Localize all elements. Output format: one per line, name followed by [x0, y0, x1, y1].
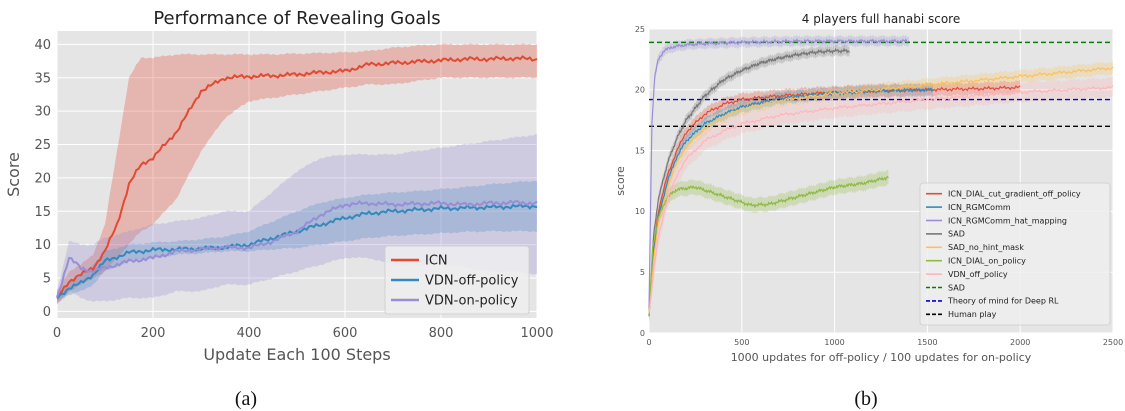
- panel-a-chart: 0 200 400 600 800 1000 0 5 10 15 20 25 30 35 40 Perfor…: [4, 8, 554, 364]
- x-tick-label: 1000: [520, 326, 553, 341]
- y-tick-label: 20: [34, 171, 51, 186]
- line-sad-no-hint-mask: [648, 66, 1114, 315]
- legend-label-icn: ICN: [425, 254, 448, 269]
- x-tick-label: 0: [646, 338, 651, 347]
- panel-b-reference-lines: [649, 41, 1113, 127]
- x-tick-label: 500: [734, 338, 749, 347]
- y-tick-label: 25: [34, 138, 51, 153]
- y-tick-label: 5: [43, 272, 51, 287]
- legend-label-sad: SAD: [948, 230, 965, 239]
- x-tick-label: 600: [333, 326, 358, 341]
- panel-a-series-lines: [56, 55, 538, 300]
- x-tick-label: 800: [429, 326, 454, 341]
- y-tick-label: 40: [34, 38, 51, 53]
- panel-a-legend: ICN VDN-off-policy VDN-on-policy: [384, 245, 530, 315]
- line-vdn-off-policy: [648, 85, 1114, 314]
- panel-b-title: 4 players full hanabi score: [802, 12, 960, 26]
- band-vdn-off-policy: [57, 180, 537, 302]
- panel-b-y-axis-label: score: [614, 166, 627, 196]
- legend-frame: [384, 245, 530, 315]
- y-tick-label: 20: [635, 86, 645, 95]
- panel-a-grid: [56, 31, 538, 318]
- legend-label-vdn-off-policy: VDN_off_policy: [948, 270, 1008, 279]
- y-tick-label: 25: [635, 25, 645, 34]
- legend-label-icn-dial-cut-gradient-off-policy: ICN_DIAL_cut_gradient_off_policy: [948, 190, 1081, 199]
- line-icn-rgmcomm-hat-mapping: [648, 38, 910, 309]
- legend-label-icn-dial-on-policy: ICN_DIAL_on_policy: [948, 257, 1026, 266]
- caption-a: (a): [235, 388, 257, 410]
- legend-label-theory-of-mind-for-deep-rl: Theory of mind for Deep RL: [947, 297, 1059, 306]
- band-vdn-off-policy: [649, 75, 1113, 324]
- panel-b-x-axis-label: 1000 updates for off-policy / 100 update…: [731, 351, 1032, 364]
- panel-a-y-axis-label: Score: [4, 152, 23, 197]
- legend-label-sad: SAD: [948, 283, 965, 292]
- y-tick-label: 0: [43, 305, 51, 320]
- legend-label-human-play: Human play: [948, 310, 997, 319]
- y-tick-label: 15: [34, 205, 51, 220]
- caption-b: (b): [854, 388, 877, 410]
- legend-label-icn-rgmcomm-hat-mapping: ICN_RGMComm_hat_mapping: [948, 216, 1067, 225]
- y-tick-label: 15: [635, 146, 645, 155]
- panel-a-title: Performance of Revealing Goals: [153, 8, 440, 29]
- panel-b-series-lines: [648, 38, 1114, 317]
- x-tick-label: 1500: [917, 338, 937, 347]
- legend-label-icn-rgmcomm: ICN_RGMComm: [948, 203, 1011, 212]
- x-tick-label: 400: [237, 326, 262, 341]
- legend-label-vdn-on-policy: VDN-on-policy: [425, 294, 518, 309]
- panel-a-x-axis-label: Update Each 100 Steps: [203, 345, 390, 364]
- band-icn: [57, 43, 537, 304]
- y-tick-label: 10: [635, 207, 645, 216]
- line-vdn-on-policy: [56, 199, 538, 298]
- panel-b-tick-labels: 0 500 1000 1500 2000 2500 0 5 10 15 20 25: [635, 25, 1123, 347]
- y-tick-label: 10: [34, 238, 51, 253]
- legend-label-vdn-off-policy: VDN-off-policy: [425, 274, 519, 289]
- line-icn: [56, 55, 538, 297]
- line-icn-dial-on-policy: [648, 176, 889, 316]
- line-sad: [648, 47, 850, 317]
- legend-frame: [919, 182, 1111, 326]
- x-tick-label: 2000: [1010, 338, 1030, 347]
- line-vdn-off-policy: [56, 202, 538, 300]
- panel-a-tick-labels: 0 200 400 600 800 1000 0 5 10 15 20 25 30 35 40: [34, 38, 553, 341]
- panel-b-chart: 0 500 1000 1500 2000 2500 0 5 10 15 20 25 4 players…: [614, 12, 1123, 364]
- y-tick-label: 35: [34, 71, 51, 86]
- legend-label-sad-no-hint-mask: SAD_no_hint_mask: [948, 243, 1024, 252]
- x-tick-label: 0: [53, 326, 61, 341]
- y-tick-label: 30: [34, 105, 51, 120]
- x-tick-label: 200: [141, 326, 166, 341]
- y-tick-label: 0: [640, 329, 645, 338]
- line-icn-rgmcomm: [648, 87, 934, 316]
- panel-b-legend: ICN_DIAL_cut_gradient_off_policy ICN_RGMC…: [919, 182, 1111, 326]
- y-tick-label: 5: [640, 268, 645, 277]
- x-tick-label: 1000: [824, 338, 844, 347]
- x-tick-label: 2500: [1103, 338, 1123, 347]
